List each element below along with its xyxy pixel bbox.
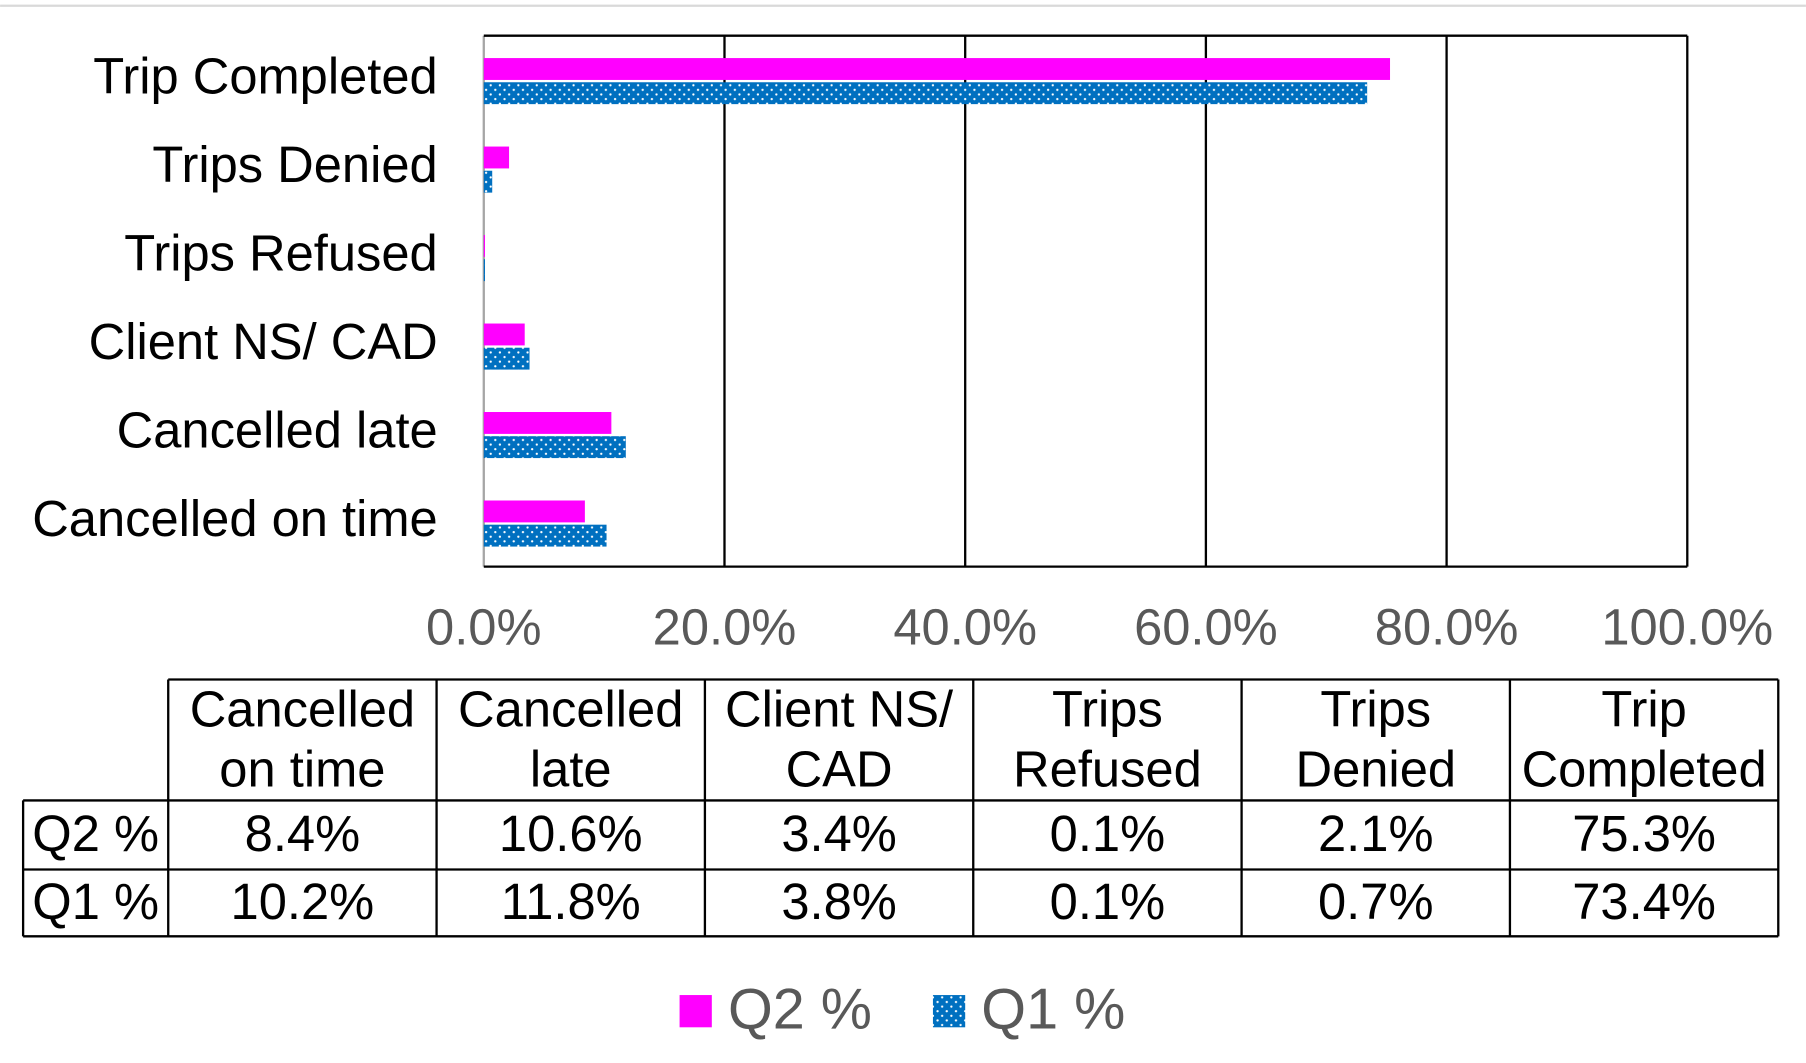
table-cell-text: 0.7% bbox=[1318, 874, 1434, 931]
table-cell-text: 10.6% bbox=[498, 806, 643, 863]
table-header: Trip Completed bbox=[1521, 681, 1767, 798]
table-header-text: Trip Completed bbox=[1521, 681, 1767, 798]
legend-swatch bbox=[932, 995, 966, 1028]
table-cell: 73.4% bbox=[1572, 874, 1716, 931]
table-header: Trips Denied bbox=[1295, 681, 1457, 798]
bar bbox=[483, 524, 607, 547]
bar bbox=[483, 58, 1391, 80]
bar bbox=[483, 82, 1368, 105]
table-cell-text: 10.2% bbox=[230, 874, 375, 931]
x-tick-label: 20.0% bbox=[653, 599, 797, 656]
table-cell-text: 3.8% bbox=[781, 874, 897, 931]
bar bbox=[483, 259, 485, 282]
table-cell: 2.1% bbox=[1318, 806, 1434, 863]
table-cell: 3.8% bbox=[781, 874, 897, 931]
table-cell: 0.1% bbox=[1049, 806, 1166, 863]
x-tick-label: 100.0% bbox=[1601, 599, 1773, 656]
table-cell-text: 73.4% bbox=[1572, 874, 1716, 931]
bar bbox=[483, 436, 626, 459]
table-header: Trips Refused bbox=[1013, 681, 1202, 798]
table-row-label: Q2 % bbox=[32, 806, 160, 863]
table-header: Client NS/ CAD bbox=[725, 681, 954, 798]
table-cell: 10.6% bbox=[498, 806, 643, 863]
x-tick-label: 60.0% bbox=[1134, 599, 1278, 656]
table-cell-text: 3.4% bbox=[781, 806, 897, 863]
x-tick-label: 0.0% bbox=[426, 599, 541, 656]
table-cell: 8.4% bbox=[244, 806, 361, 863]
table-cell-text: 0.1% bbox=[1049, 874, 1166, 931]
table-header-text: Trips Refused bbox=[1013, 681, 1202, 798]
legend-label: Q2 % bbox=[728, 978, 872, 1042]
table-cell: 0.1% bbox=[1049, 874, 1166, 931]
y-tick-label: Client NS/ CAD bbox=[89, 313, 438, 370]
table-row-label-text: Q2 % bbox=[32, 806, 160, 863]
table-header-text: Client NS/ CAD bbox=[725, 681, 954, 798]
table-header: Cancelled on time bbox=[189, 681, 416, 798]
table-cell-text: 0.1% bbox=[1049, 806, 1166, 863]
table-cell-text: 75.3% bbox=[1572, 806, 1716, 863]
y-tick-label: Cancelled late bbox=[117, 401, 438, 458]
bar bbox=[483, 146, 510, 169]
bar bbox=[483, 412, 612, 434]
bar bbox=[483, 235, 485, 257]
table-cell: 11.8% bbox=[500, 874, 641, 931]
table-cell-text: 2.1% bbox=[1318, 806, 1434, 863]
table-header-text: Cancelled on time bbox=[189, 681, 416, 798]
table-cell: 0.7% bbox=[1318, 874, 1434, 931]
table-cell-text: 8.4% bbox=[244, 806, 361, 863]
table-cell: 75.3% bbox=[1572, 806, 1716, 863]
table-cell-text: 11.8% bbox=[500, 874, 641, 931]
table-cell: 3.4% bbox=[781, 806, 897, 863]
bar bbox=[483, 500, 585, 523]
table-row-label: Q1 % bbox=[32, 874, 160, 931]
legend-label: Q1 % bbox=[981, 978, 1125, 1042]
legend-swatch bbox=[679, 995, 712, 1028]
y-tick-label: Trips Refused bbox=[124, 224, 437, 281]
y-tick-label: Trips Denied bbox=[152, 136, 437, 193]
table-header-text: Trips Denied bbox=[1295, 681, 1457, 798]
table-header-text: Cancelled late bbox=[458, 681, 684, 798]
table-row-label-text: Q1 % bbox=[32, 874, 160, 931]
y-tick-label: Cancelled on time bbox=[32, 490, 437, 547]
x-tick-label: 40.0% bbox=[893, 599, 1037, 656]
bar bbox=[483, 170, 493, 193]
bar bbox=[483, 347, 530, 370]
table-header: Cancelled late bbox=[458, 681, 684, 798]
y-tick-label: Trip Completed bbox=[93, 47, 437, 104]
bar bbox=[483, 323, 525, 346]
x-tick-label: 80.0% bbox=[1375, 599, 1519, 656]
table-cell: 10.2% bbox=[230, 874, 375, 931]
